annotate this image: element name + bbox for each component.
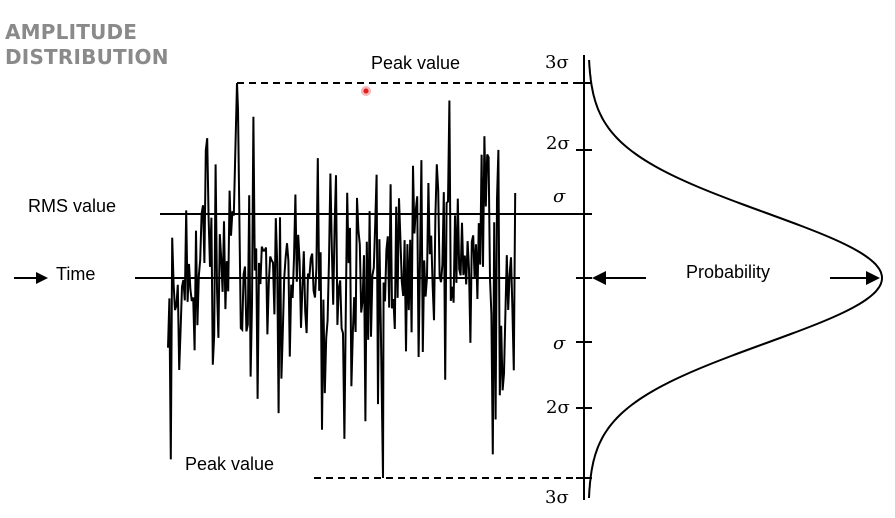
probability-label: Probability xyxy=(686,262,770,282)
slide-title-line-1: AMPLITUDE xyxy=(5,20,138,44)
sigma-label-minus-1: σ xyxy=(553,333,566,354)
probability-right-arrow-icon xyxy=(830,271,880,285)
probability-left-arrow-icon xyxy=(592,271,646,285)
slide-title: AMPLITUDE DISTRIBUTION xyxy=(5,20,169,70)
sigma-label-plus-3: 3σ xyxy=(545,52,569,73)
rms-value-label: RMS value xyxy=(28,196,116,216)
peak-value-top-label: Peak value xyxy=(371,53,460,73)
sigma-label-plus-1: σ xyxy=(553,186,566,207)
time-label: Time xyxy=(56,264,95,284)
random-signal-waveform xyxy=(167,82,517,479)
sigma-label-minus-2: 2σ xyxy=(546,397,570,418)
probability-distribution-curve xyxy=(588,59,884,499)
time-arrow-icon xyxy=(14,272,48,284)
sigma-label-minus-3: 3σ xyxy=(545,487,569,508)
slide-title-line-2: DISTRIBUTION xyxy=(5,45,169,69)
cursor-indicator xyxy=(361,86,371,96)
sigma-label-plus-2: 2σ xyxy=(546,133,570,154)
peak-value-bottom-label: Peak value xyxy=(185,454,274,474)
sigma-ticks xyxy=(576,82,592,479)
